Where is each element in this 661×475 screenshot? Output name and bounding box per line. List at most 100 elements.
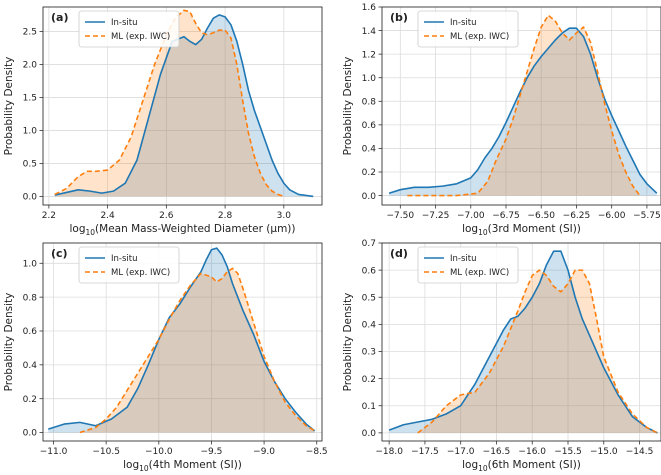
x-tick-label: −16.0	[518, 447, 546, 457]
legend-label: In-situ	[111, 18, 137, 28]
y-tick-label: 0.7	[362, 239, 376, 249]
x-axis-label: log10(4th Moment (SI))	[123, 459, 242, 473]
y-tick-label: 0.0	[23, 193, 38, 203]
y-tick-label: 1.2	[362, 50, 376, 60]
panel-c: −11.0 −10.5 −10.0 −9.5 −9.0 −8.5 0.0 0.2 0.4 0.6 0…	[3, 242, 328, 473]
y-tick-label: 0.6	[362, 266, 377, 276]
x-tick-label: −9.5	[201, 447, 223, 457]
y-tick-label: 1.0	[362, 74, 377, 84]
y-axis-label: Probability Density	[3, 293, 15, 392]
y-tick-label: 0.2	[23, 395, 37, 405]
legend-box	[417, 10, 519, 48]
y-tick-label: 0.3	[362, 348, 376, 358]
line-insitu	[388, 27, 658, 194]
y-tick-label: 2.5	[23, 28, 37, 38]
area-insitu	[389, 251, 658, 433]
x-tick-label: −18.0	[375, 447, 403, 457]
y-tick-label: 0.8	[362, 97, 377, 107]
x-tick-label: −5.75	[633, 211, 661, 221]
line-ml	[79, 267, 316, 434]
area-ml	[417, 270, 658, 433]
x-tick-label: −16.5	[483, 447, 511, 457]
legend-box	[417, 246, 519, 284]
x-tick-label: −15.0	[590, 447, 618, 457]
y-axis-label: Probability Density	[3, 57, 15, 156]
x-axis-label: log10(3rd Moment (SI))	[462, 223, 581, 237]
x-axis-label: log10(6th Moment (SI))	[462, 459, 581, 473]
line-ml	[54, 9, 285, 198]
x-tick-label: −7.25	[422, 211, 450, 221]
y-tick-label: 0.2	[362, 375, 376, 385]
legend-box	[78, 246, 180, 284]
axes-frame	[381, 242, 661, 442]
line-insitu	[48, 247, 316, 432]
x-tick-label: −6.75	[492, 211, 520, 221]
panel-label: (b)	[390, 11, 408, 24]
x-tick-label: −11.0	[40, 447, 68, 457]
y-tick-label: 0.8	[23, 293, 38, 303]
x-tick-label: −7.00	[457, 211, 485, 221]
y-tick-label: 2.0	[23, 61, 38, 71]
y-tick-label: 0.4	[23, 361, 38, 371]
area-insitu	[48, 248, 315, 433]
area-insitu	[54, 14, 314, 197]
x-tick-label: 3.0	[277, 211, 292, 221]
x-tick-label: −14.5	[626, 447, 654, 457]
legend: In-situ ML (exp. IWC)	[78, 10, 180, 48]
y-tick-label: 0.5	[362, 293, 376, 303]
x-tick-label: −9.0	[253, 447, 275, 457]
y-tick-label: 1.5	[23, 94, 37, 104]
legend-label: ML (exp. IWC)	[450, 32, 509, 42]
y-axis-label: Probability Density	[342, 293, 354, 392]
x-axis-label: log10(Mean Mass-Weighted Diameter (μm))	[69, 223, 295, 237]
legend-label: ML (exp. IWC)	[111, 268, 170, 278]
panel-a: 2.2 2.4 2.6 2.8 3.0 0.0 0.5 1.0 1.5 2.0 2.5 log10(M…	[3, 6, 323, 237]
legend-label: ML (exp. IWC)	[111, 32, 170, 42]
legend-label: In-situ	[111, 254, 137, 264]
legend: In-situ ML (exp. IWC)	[417, 246, 519, 284]
x-tick-label: −17.0	[447, 447, 475, 457]
panel-label: (c)	[51, 247, 68, 260]
y-tick-label: 0.1	[362, 402, 376, 412]
y-tick-label: 0.2	[362, 168, 376, 178]
x-tick-label: −15.5	[554, 447, 582, 457]
y-tick-label: 0.0	[362, 192, 377, 202]
area-ml	[54, 10, 284, 197]
x-tick-label: −6.25	[563, 211, 591, 221]
y-tick-label: 0.0	[23, 429, 38, 439]
x-tick-label: 2.6	[159, 211, 174, 221]
y-tick-label: 0.4	[362, 321, 377, 331]
x-tick-label: −6.50	[527, 211, 555, 221]
area-ml	[79, 268, 315, 433]
y-tick-label: 0.6	[362, 121, 377, 131]
legend-label: ML (exp. IWC)	[450, 268, 509, 278]
line-ml	[407, 14, 641, 197]
x-tick-label: −7.50	[387, 211, 415, 221]
legend: In-situ ML (exp. IWC)	[417, 10, 519, 48]
y-axis-label: Probability Density	[342, 57, 354, 156]
x-tick-label: 2.8	[218, 211, 233, 221]
y-tick-label: 0.0	[362, 429, 377, 439]
panel-label: (a)	[51, 11, 68, 24]
panel-label: (d)	[390, 247, 408, 260]
x-tick-label: −6.00	[598, 211, 626, 221]
line-ml	[417, 269, 658, 434]
area-insitu	[389, 28, 657, 196]
y-tick-label: 1.4	[362, 27, 377, 37]
panel-b: −7.50 −7.25 −7.00 −6.75 −6.50 −6.25 −6.00 −5.75…	[342, 3, 661, 237]
y-tick-label: 0.4	[362, 145, 377, 155]
x-tick-label: −8.5	[306, 447, 328, 457]
line-insitu	[388, 250, 658, 434]
legend-box	[78, 10, 180, 48]
axes-frame	[42, 242, 323, 442]
x-tick-label: 2.4	[100, 211, 115, 221]
legend: In-situ ML (exp. IWC)	[78, 246, 180, 284]
x-tick-label: −10.5	[92, 447, 120, 457]
area-ml	[407, 15, 640, 196]
y-tick-label: 0.5	[23, 160, 37, 170]
axes-frame	[381, 6, 661, 206]
legend-label: In-situ	[450, 254, 476, 264]
x-tick-label: −17.5	[411, 447, 439, 457]
y-tick-label: 1.6	[362, 3, 377, 13]
